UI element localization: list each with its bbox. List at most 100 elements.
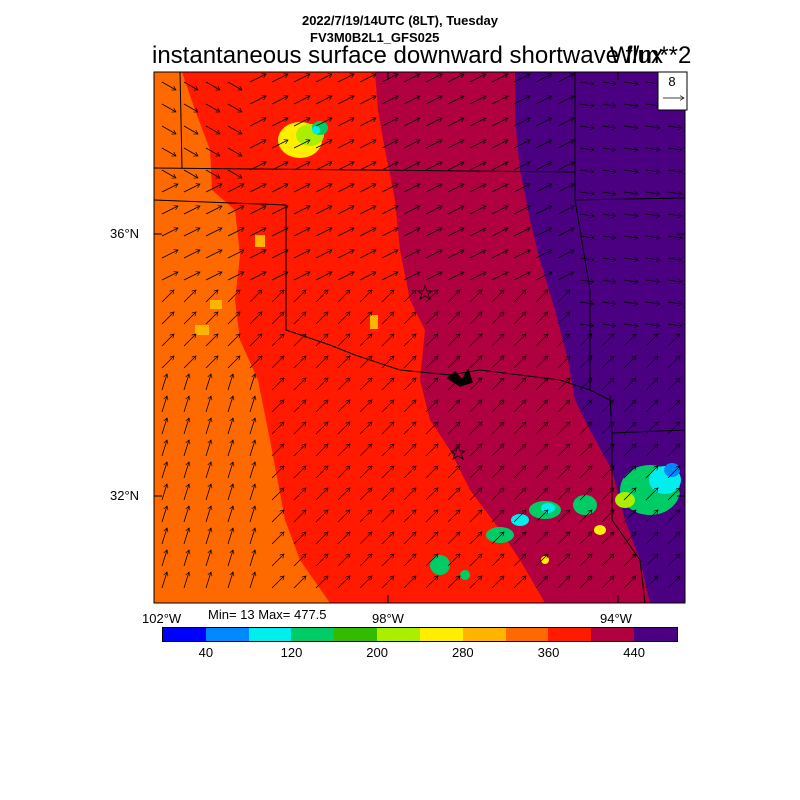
wind-arrow xyxy=(557,250,574,259)
wind-arrow xyxy=(623,214,638,216)
wind-arrow xyxy=(601,576,614,589)
wind-arrow xyxy=(183,250,200,259)
colorbar-label: 360 xyxy=(537,645,560,660)
wind-arrow xyxy=(205,572,211,589)
wind-arrow xyxy=(667,444,680,457)
cloud-specks-west xyxy=(195,235,378,335)
wind-arrow xyxy=(271,444,284,457)
wind-arrow xyxy=(557,510,570,523)
wind-arrow xyxy=(161,250,178,259)
wind-arrow xyxy=(667,422,680,435)
wind-arrow xyxy=(337,250,354,259)
wind-arrow xyxy=(623,192,638,194)
wind-arrow xyxy=(447,290,460,303)
wind-arrow xyxy=(315,140,332,149)
wind-arrow xyxy=(293,422,306,435)
wind-arrow xyxy=(161,312,174,325)
wind-arrow xyxy=(359,510,372,523)
wind-arrow xyxy=(205,374,211,391)
wind-arrow xyxy=(403,532,416,545)
wind-arrow xyxy=(205,334,218,347)
wind-arrow xyxy=(579,214,594,216)
wind-arrow xyxy=(205,206,222,215)
wind-arrow xyxy=(623,126,638,128)
wind-arrow xyxy=(667,148,682,150)
wind-arrow xyxy=(359,74,376,83)
wind-arrow xyxy=(381,228,398,237)
wind-arrow xyxy=(337,532,350,545)
wind-arrow xyxy=(425,532,438,545)
wind-arrow xyxy=(359,206,376,215)
wind-arrow xyxy=(293,162,310,171)
wind-arrow xyxy=(557,118,574,127)
wind-arrow xyxy=(403,554,416,567)
wind-arrow xyxy=(645,126,660,128)
wind-arrow xyxy=(227,272,244,281)
wind-arrow xyxy=(579,532,592,545)
wind-arrow xyxy=(623,324,638,326)
wind-arrow xyxy=(667,466,680,479)
wind-arrow xyxy=(359,576,372,589)
wind-arrow xyxy=(535,334,548,347)
wind-arrow xyxy=(469,250,486,259)
wind-arrow xyxy=(359,554,372,567)
colorbar-swatch xyxy=(163,628,206,641)
wind-arrow xyxy=(645,214,660,216)
wind-arrow xyxy=(667,488,680,501)
wind-arrow xyxy=(183,184,200,193)
wind-arrow xyxy=(667,400,680,413)
wind-arrow xyxy=(381,140,398,149)
wind-arrow xyxy=(205,125,220,134)
plot-units: W/m**2 xyxy=(610,42,692,69)
wind-arrow xyxy=(513,378,526,391)
wind-arrow xyxy=(381,444,394,457)
region-orange xyxy=(154,72,330,603)
axis-ticks xyxy=(153,72,685,603)
wind-arrow xyxy=(205,290,218,303)
wind-arrow xyxy=(403,206,420,215)
wind-arrow xyxy=(425,272,442,281)
wind-arrow xyxy=(249,334,262,347)
wind-arrow xyxy=(623,378,636,391)
wind-arrow xyxy=(403,74,420,83)
wind-arrow xyxy=(337,290,350,303)
wind-arrow xyxy=(447,272,464,281)
wind-arrow xyxy=(623,488,636,501)
wind-arrow xyxy=(535,228,552,237)
wind-arrow xyxy=(337,444,350,457)
wind-arrow xyxy=(315,488,328,501)
wind-arrow xyxy=(469,312,482,325)
wind-arrow xyxy=(315,74,332,83)
colorbar-swatch xyxy=(634,628,677,641)
wind-arrow xyxy=(403,510,416,523)
wind-arrow xyxy=(425,356,438,369)
wind-arrow xyxy=(535,422,548,435)
wind-arrow xyxy=(337,162,354,171)
wind-arrow xyxy=(425,118,442,127)
wind-arrow xyxy=(337,356,350,369)
wind-arrow xyxy=(403,378,416,391)
wind-arrow xyxy=(491,466,504,479)
wind-arrow xyxy=(491,378,504,391)
wind-arrow xyxy=(271,96,288,105)
wind-arrow xyxy=(227,356,240,369)
wind-arrow xyxy=(205,103,220,112)
wind-arrow xyxy=(469,356,482,369)
wind-arrow xyxy=(513,184,530,193)
wind-arrow xyxy=(469,466,482,479)
wind-arrow xyxy=(623,82,638,84)
wind-arrow xyxy=(645,302,660,304)
wind-arrow xyxy=(227,462,233,479)
wind-arrow xyxy=(667,532,680,545)
wind-arrow xyxy=(645,444,658,457)
wind-arrow xyxy=(227,125,242,134)
colorbar xyxy=(162,627,678,642)
wind-arrow xyxy=(535,140,552,149)
wind-arrow xyxy=(161,184,178,193)
cloud-patch-north xyxy=(278,121,328,158)
wind-arrow xyxy=(601,280,616,282)
wind-arrow xyxy=(249,250,266,259)
wind-arrow xyxy=(601,126,616,128)
wind-arrow xyxy=(161,334,174,347)
wind-arrow xyxy=(249,550,255,567)
